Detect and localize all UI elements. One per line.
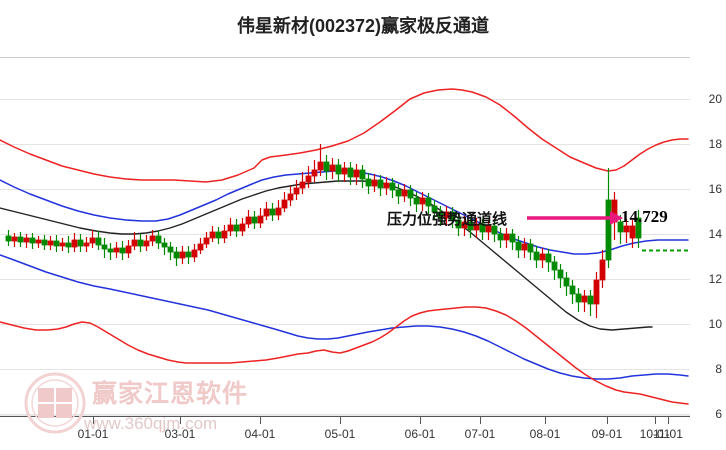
y-tick-label: 14: [708, 227, 722, 241]
x-tick-label: 11-01: [653, 427, 683, 441]
x-tick-label: 06-01: [404, 427, 436, 441]
x-tick-mark: [545, 417, 546, 424]
x-tick-label: 09-01: [591, 427, 623, 441]
x-tick-mark: [480, 417, 481, 424]
x-tick-label: 10-01: [639, 427, 671, 441]
chart-canvas: [0, 57, 690, 417]
x-tick-label: 05-01: [324, 427, 356, 441]
y-axis: 20 18 16 14 12 10 8 6: [694, 57, 726, 421]
y-tick-label: 18: [708, 137, 722, 151]
x-tick-mark: [260, 417, 261, 424]
x-tick-mark: [668, 417, 669, 424]
x-tick-label: 01-01: [77, 427, 109, 441]
x-tick-mark: [420, 417, 421, 424]
y-tick-label: 16: [708, 182, 722, 196]
y-tick-label: 20: [708, 92, 722, 106]
x-tick-label: 03-01: [164, 427, 196, 441]
x-tick-mark: [180, 417, 181, 424]
chart-plot-area: [0, 57, 690, 417]
x-tick-mark: [655, 417, 656, 424]
y-tick-label: 12: [708, 272, 722, 286]
y-tick-label: 8: [715, 362, 722, 376]
x-tick-label: 08-01: [529, 427, 561, 441]
page-title: 伟星新材(002372)赢家极反通道: [236, 16, 490, 36]
y-tick-label: 10: [708, 317, 722, 331]
current-price-label: 14.729: [621, 207, 668, 226]
y-tick-label: 6: [715, 407, 722, 421]
x-tick-label: 04-01: [244, 427, 276, 441]
x-tick-mark: [93, 417, 94, 424]
x-tick-mark: [340, 417, 341, 424]
channel-annotation-label: 压力位强势通道线: [387, 211, 508, 228]
x-axis: 01-01 03-01 04-01 05-01 06-01 07-01 08-01 09-01…: [0, 417, 726, 450]
x-tick-label: 07-01: [464, 427, 496, 441]
x-tick-mark: [607, 417, 608, 424]
